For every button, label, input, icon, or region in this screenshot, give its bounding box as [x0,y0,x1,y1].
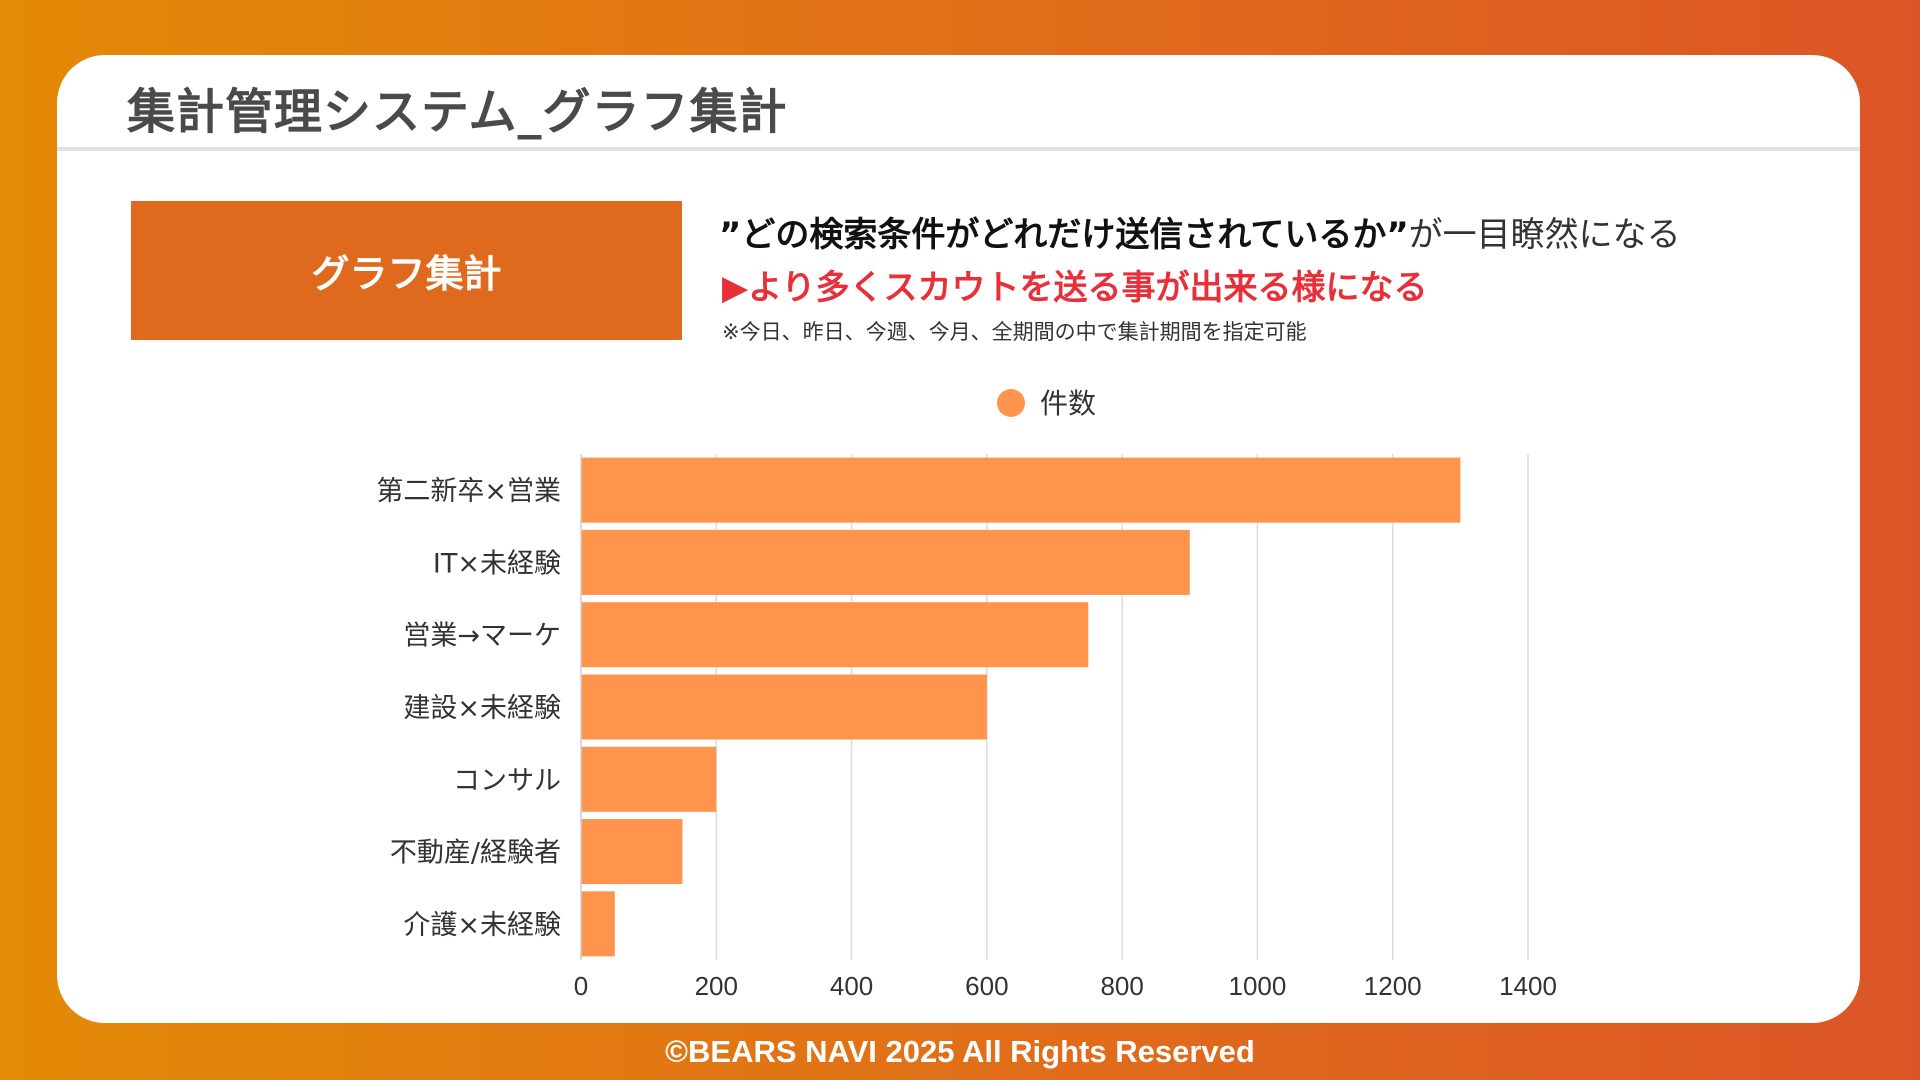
title-divider [57,147,1860,151]
category-label: IT×未経験 [433,548,561,579]
content-card: 集計管理システム_グラフ集計 グラフ集計 ”どの検索条件がどれだけ送信されている… [57,55,1860,1023]
bar [581,674,987,740]
section-label-box: グラフ集計 [131,201,682,340]
section-label: グラフ集計 [311,252,502,296]
bar [581,891,615,957]
x-tick-label: 1000 [1229,971,1287,1001]
category-label: 介護×未経験 [403,910,561,941]
headline-rest: が一目瞭然になる [1408,215,1681,255]
x-tick-label: 200 [695,971,738,1001]
x-tick-label: 1200 [1364,971,1422,1001]
headline-bold: ”どの検索条件がどれだけ送信されているか” [719,215,1409,255]
bar [581,602,1089,668]
copyright-footer: ©BEARS NAVI 2025 All Rights Reserved [665,1034,1255,1069]
category-label: 第二新卒×営業 [376,476,561,507]
x-tick-label: 400 [830,971,873,1001]
x-tick-label: 0 [574,971,588,1001]
x-tick-label: 800 [1100,971,1143,1001]
category-label: 建設×未経験 [403,693,561,724]
bar [581,529,1190,595]
bar-chart: 0 200 400 600 800 1000 1200 1400 第二新卒×営業 IT×未経験営業… [376,387,1557,1001]
x-tick-label: 600 [965,971,1008,1001]
period-note: ※今日、昨日、今週、今月、全期間の中で集計期間を指定可能 [722,320,1307,344]
bar [581,746,717,812]
legend-label: 件数 [1040,387,1096,420]
category-label: コンサル [453,765,561,796]
bar [581,819,683,885]
page-title: 集計管理システム_グラフ集計 [127,84,788,140]
headline: ”どの検索条件がどれだけ送信されているか”が一目瞭然になる [719,210,1681,260]
highlight-subline: ▶より多くスカウトを送る事が出来る様になる [722,268,1428,308]
legend-swatch [997,389,1025,417]
category-label: 営業→マーケ [403,621,561,652]
category-label: 不動産/経験者 [390,838,561,869]
x-tick-label: 1400 [1499,971,1557,1001]
bar [581,457,1461,523]
